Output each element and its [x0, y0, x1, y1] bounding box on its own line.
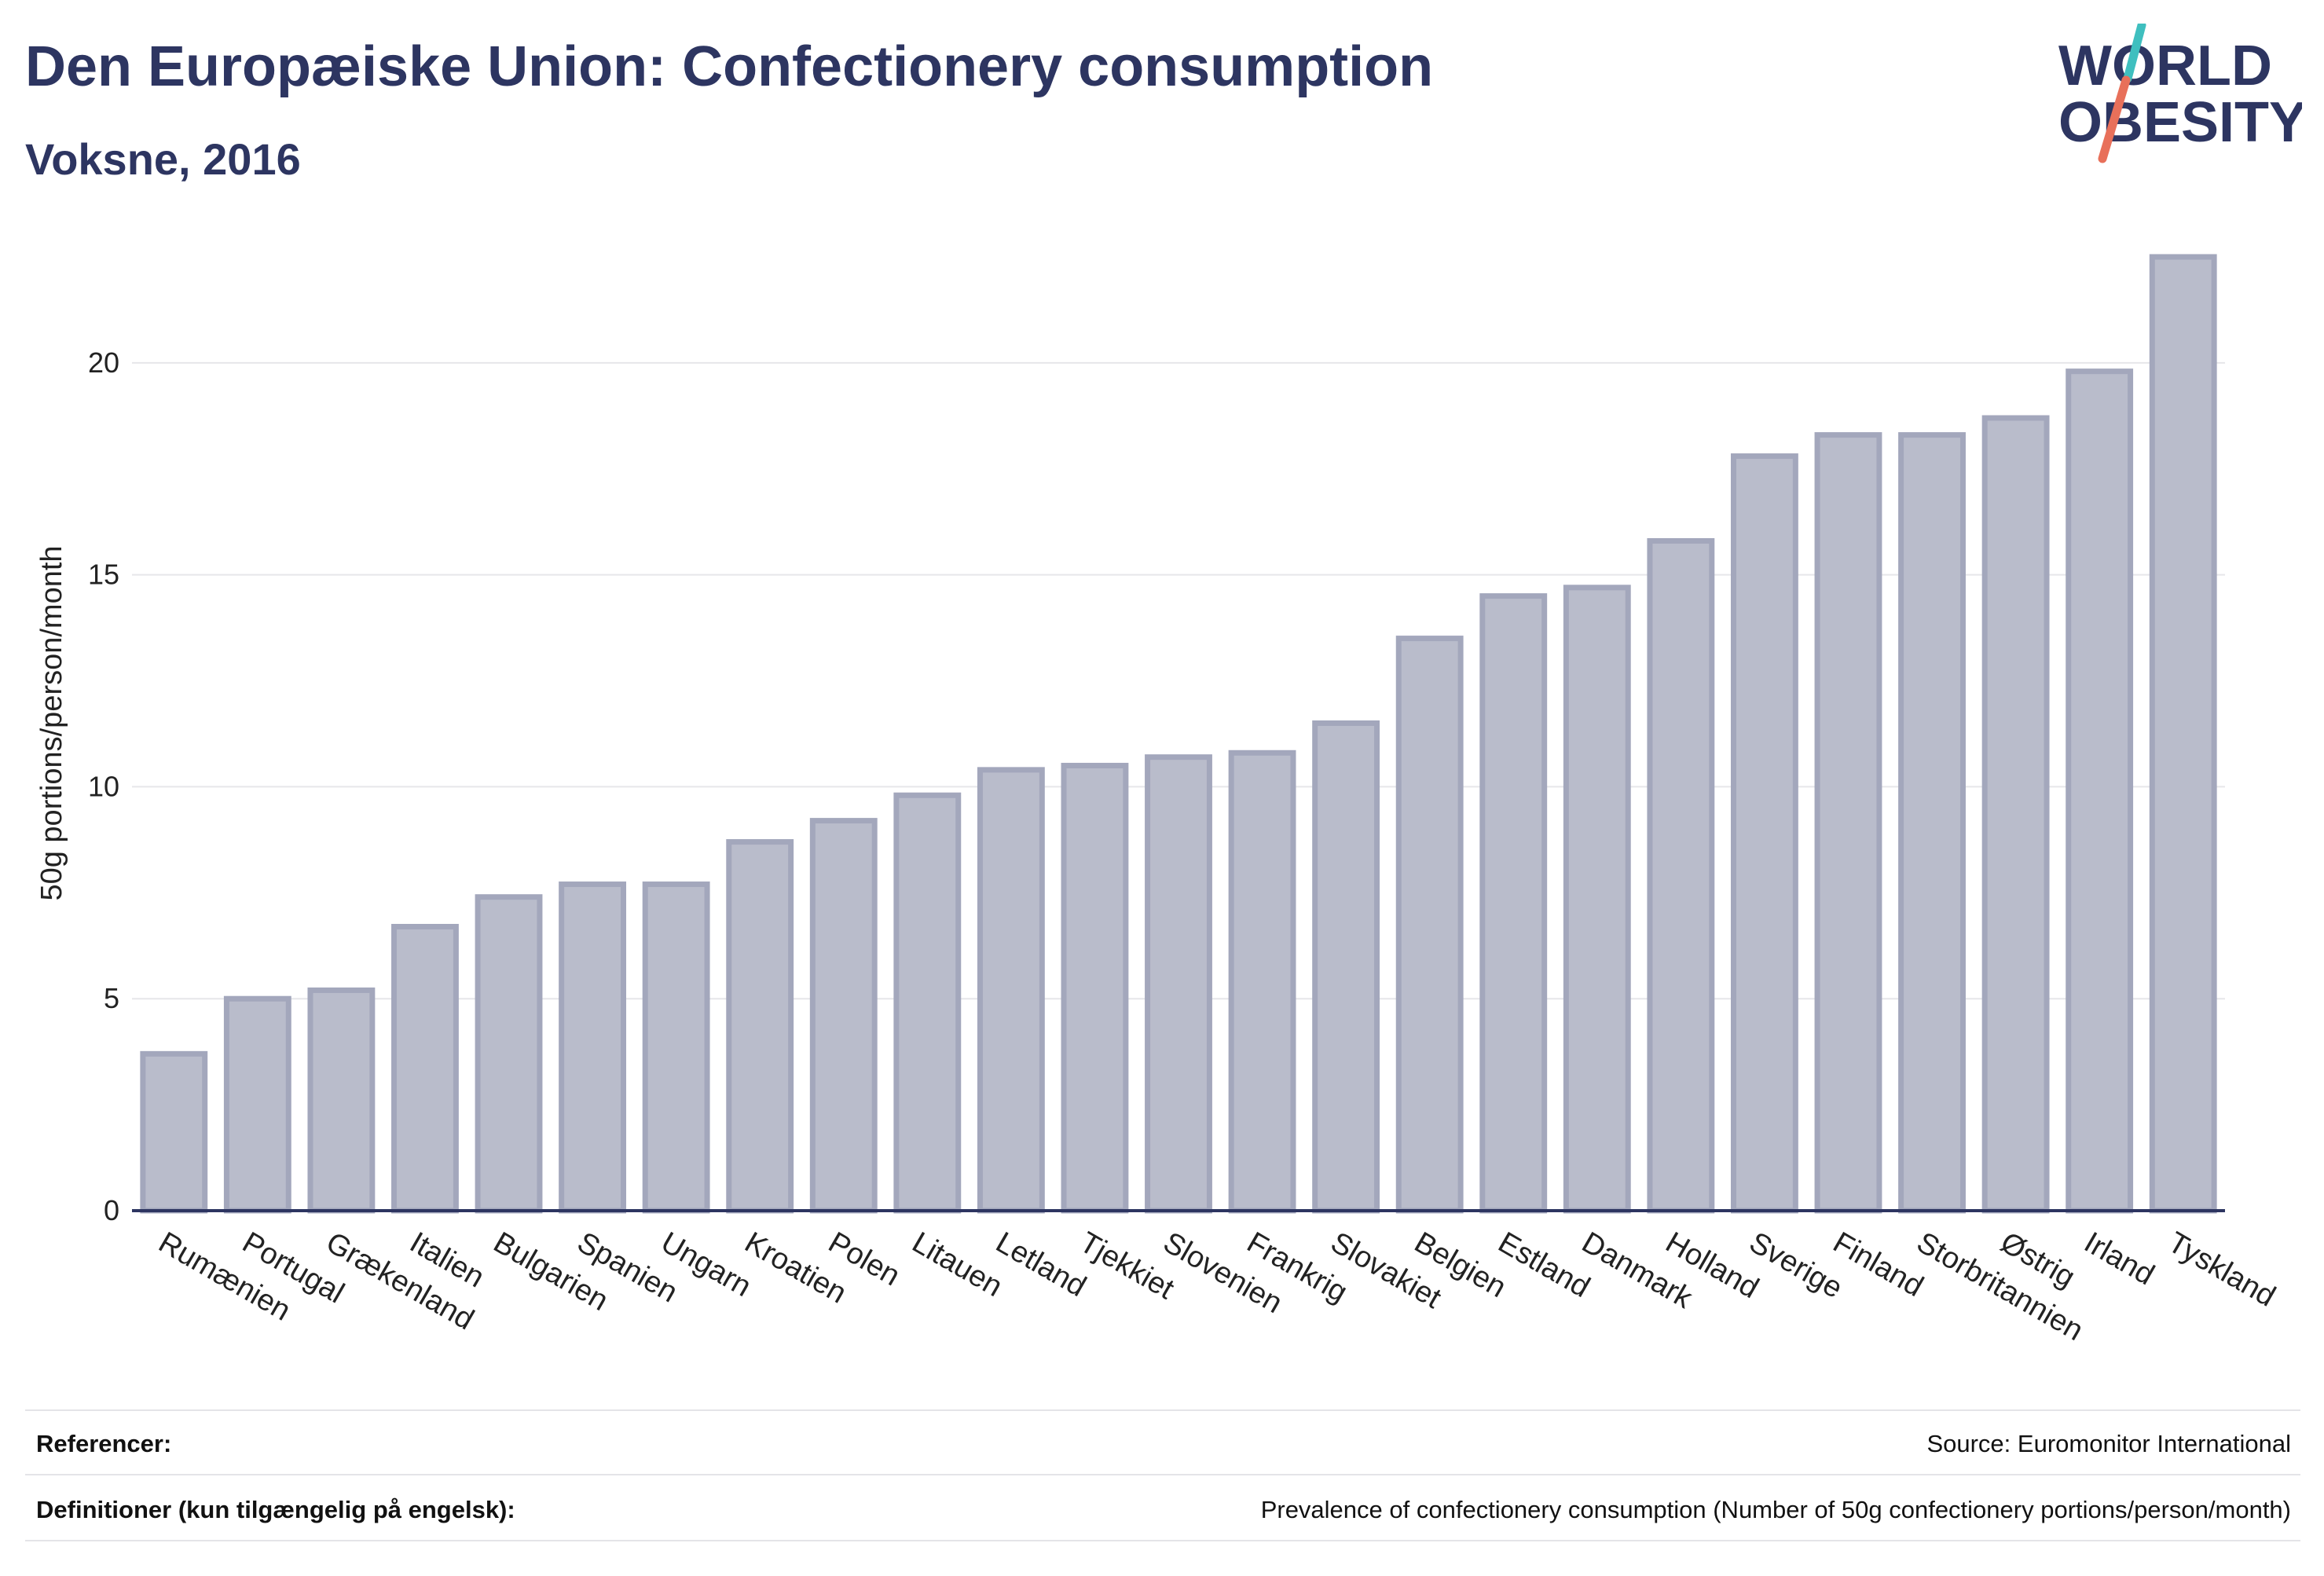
bar [140, 1050, 208, 1214]
chart-subtitle: Voksne, 2016 [25, 134, 301, 184]
bar [977, 767, 1045, 1214]
references-label: Referencer: [36, 1430, 172, 1457]
bar [307, 987, 376, 1214]
bar [893, 792, 962, 1214]
chart-title: Den Europæiske Union: Confectionery cons… [25, 35, 1434, 98]
bar [559, 881, 627, 1214]
bar [1145, 754, 1212, 1214]
references-value: Source: Euromonitor International [1926, 1430, 2291, 1457]
y-tick-label: 5 [104, 982, 119, 1014]
y-axis-title: 50g portions/person/month [35, 545, 68, 900]
x-tick-label: Tyskland [2162, 1226, 2281, 1313]
bar [1730, 453, 1798, 1214]
bar [1479, 593, 1548, 1214]
x-tick-label: Irland [2079, 1226, 2160, 1292]
bar [1563, 585, 1631, 1214]
world-obesity-logo: WORLD OBESITY [2058, 24, 2302, 163]
definitions-label: Definitioner (kun tilgængelig på engelsk… [36, 1496, 515, 1523]
x-tick-label: Estland [1493, 1226, 1596, 1304]
bar [391, 923, 459, 1214]
y-tick-label: 15 [88, 559, 119, 591]
x-tick-label: Finland [1827, 1226, 1929, 1303]
bar [1981, 415, 2050, 1214]
bar [223, 995, 291, 1214]
bar [1061, 762, 1129, 1214]
bar [1814, 432, 1882, 1214]
bar [2066, 368, 2134, 1214]
logo-text-world: WORLD [2058, 35, 2272, 97]
x-tick-label: Tjekkiet [1074, 1226, 1180, 1306]
definitions-value: Prevalence of confectionery consumption … [1260, 1496, 2291, 1523]
logo-text-obesity: OBESITY [2058, 91, 2302, 154]
bar [2149, 254, 2217, 1214]
logo-slash-teal [2123, 24, 2146, 83]
footer-divider [25, 1474, 2300, 1475]
logo-slash-coral [2098, 75, 2131, 163]
bar [1647, 537, 1715, 1214]
x-tick-label: Sverige [1743, 1226, 1848, 1305]
bar [1898, 432, 1966, 1214]
y-tick-label: 20 [88, 346, 119, 379]
x-tick-label: Litauen [907, 1226, 1008, 1303]
y-tick-label: 0 [104, 1194, 119, 1226]
footer-divider [25, 1409, 2300, 1411]
bar [1228, 750, 1296, 1214]
bar [642, 881, 710, 1214]
y-tick-label: 10 [88, 770, 119, 802]
footer-divider [25, 1540, 2300, 1541]
x-tick-label: Letland [990, 1226, 1091, 1303]
bar [1312, 720, 1380, 1214]
bar [809, 818, 878, 1214]
bar [1395, 636, 1464, 1214]
bar [726, 839, 794, 1214]
bar [475, 894, 543, 1214]
